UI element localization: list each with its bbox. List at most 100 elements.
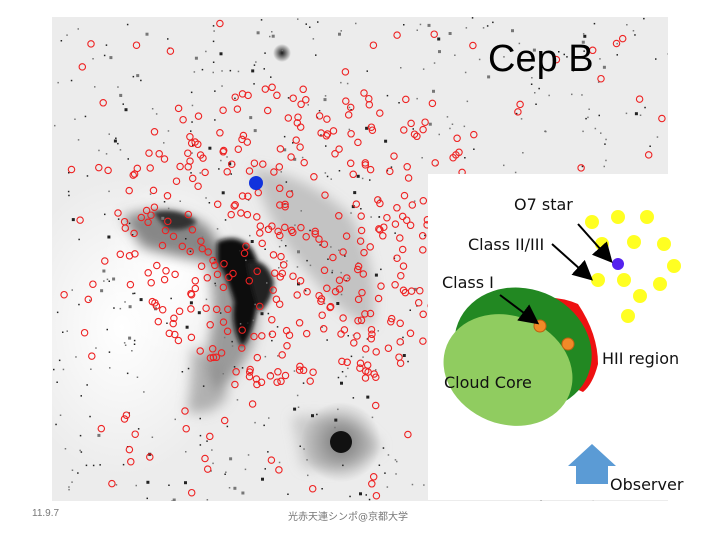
source-marker	[296, 362, 304, 371]
source-marker	[244, 91, 252, 100]
source-marker	[268, 83, 276, 92]
source-marker	[188, 226, 197, 234]
source-marker	[227, 210, 235, 219]
source-marker	[125, 445, 134, 454]
source-marker	[242, 242, 250, 251]
source-marker	[268, 222, 276, 230]
source-marker	[95, 163, 103, 172]
source-marker	[154, 317, 163, 326]
source-marker	[278, 269, 287, 278]
source-marker	[171, 330, 179, 339]
source-marker	[365, 94, 373, 103]
source-marker	[361, 310, 369, 318]
source-marker	[331, 287, 340, 296]
source-marker	[419, 197, 428, 205]
source-marker	[275, 184, 284, 193]
source-marker	[209, 256, 217, 265]
source-marker	[256, 302, 264, 311]
source-marker	[326, 302, 335, 311]
source-marker	[393, 254, 401, 262]
source-marker	[258, 239, 266, 248]
source-marker	[187, 305, 195, 313]
source-marker	[612, 39, 621, 48]
source-marker	[391, 220, 400, 228]
source-marker	[240, 249, 249, 258]
source-marker	[418, 232, 427, 240]
source-marker	[371, 401, 380, 410]
source-marker	[470, 130, 478, 139]
source-marker	[297, 100, 305, 109]
source-marker	[317, 295, 326, 303]
source-marker	[197, 237, 205, 245]
o7-star-marker	[249, 176, 263, 190]
source-marker	[186, 133, 194, 141]
source-marker	[364, 368, 372, 376]
source-marker	[245, 167, 254, 175]
source-marker	[187, 333, 196, 342]
source-marker	[97, 424, 106, 433]
class-1-arrow	[499, 294, 540, 325]
source-marker	[245, 277, 254, 285]
source-marker	[203, 465, 212, 473]
source-marker	[129, 171, 137, 179]
source-marker	[187, 139, 196, 148]
source-marker	[356, 237, 365, 245]
footer-venue: 光赤天連シンポ@京都大学	[288, 512, 408, 523]
source-marker	[147, 278, 155, 287]
source-marker	[357, 212, 365, 220]
source-marker	[151, 299, 159, 307]
source-marker	[349, 170, 357, 179]
source-marker	[130, 229, 138, 238]
dark-nebula	[152, 210, 274, 347]
source-marker	[238, 344, 246, 352]
class-1-star	[561, 337, 575, 351]
source-marker	[396, 359, 405, 367]
source-marker	[130, 170, 139, 178]
source-marker	[283, 342, 291, 350]
source-marker	[302, 96, 310, 104]
source-marker	[211, 261, 219, 270]
source-marker	[357, 316, 366, 324]
class-2-3-arrow	[551, 243, 593, 281]
source-marker	[346, 103, 355, 112]
source-marker	[361, 161, 370, 169]
source-marker	[269, 251, 278, 259]
source-marker	[293, 291, 301, 299]
source-marker	[396, 319, 404, 328]
source-marker	[353, 332, 361, 340]
source-marker	[369, 473, 378, 481]
source-marker	[259, 160, 267, 168]
source-marker	[179, 115, 187, 124]
source-marker	[268, 330, 277, 339]
source-marker	[374, 196, 382, 204]
source-marker	[391, 281, 399, 289]
source-marker	[376, 199, 384, 208]
source-marker	[224, 305, 232, 314]
source-marker	[361, 374, 370, 382]
source-marker	[352, 200, 361, 208]
source-marker	[80, 328, 89, 337]
source-marker	[346, 159, 355, 168]
source-marker	[120, 415, 129, 423]
source-marker	[404, 430, 412, 439]
class-2-3-stars	[585, 210, 681, 323]
source-marker	[164, 217, 172, 226]
source-marker	[406, 329, 415, 338]
source-marker	[372, 491, 381, 500]
source-marker	[281, 200, 289, 209]
source-marker	[347, 130, 355, 138]
source-marker	[368, 330, 376, 339]
source-marker	[212, 305, 221, 314]
source-marker	[354, 262, 363, 271]
source-marker	[431, 159, 439, 167]
source-marker	[162, 267, 170, 275]
source-marker	[320, 266, 329, 275]
source-marker	[577, 164, 585, 172]
source-marker	[153, 261, 161, 270]
source-marker	[281, 371, 290, 380]
source-marker	[245, 372, 254, 381]
source-marker	[131, 430, 139, 438]
source-marker	[250, 159, 259, 167]
source-marker	[387, 317, 395, 326]
source-marker	[279, 261, 288, 269]
